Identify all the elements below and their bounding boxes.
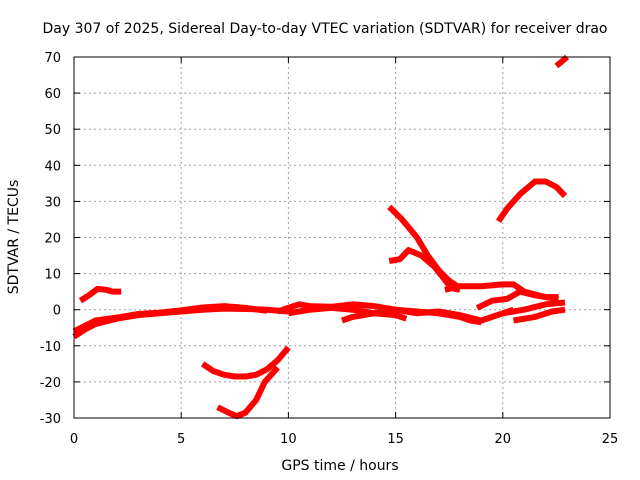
y-tick-label: 20 (44, 232, 61, 247)
y-tick-label: 40 (44, 159, 61, 174)
x-axis-label: GPS time / hours (281, 458, 398, 474)
series-line-arc-9 (387, 204, 462, 291)
x-tick-label: 20 (495, 432, 512, 447)
series-line-arc-7 (287, 304, 408, 322)
y-tick-label: -30 (40, 412, 61, 427)
series-line-arc-5 (216, 365, 280, 420)
chart-title: Day 307 of 2025, Sidereal Day-to-day VTE… (42, 21, 607, 37)
x-tick-label: 25 (602, 432, 619, 447)
x-tick-label: 10 (280, 432, 297, 447)
series-line-arc-14 (502, 299, 566, 317)
series-line-arc-13 (496, 178, 568, 223)
y-axis-label: SDTVAR / TECUs (6, 180, 22, 295)
series-line-arc-16 (554, 54, 570, 69)
y-tick-label: -10 (40, 340, 61, 355)
series-group (72, 54, 570, 420)
series-line-arc-8 (341, 306, 515, 324)
series-line-arc-3 (72, 303, 268, 335)
series-line-arc-4 (200, 345, 291, 380)
grid-lines (74, 57, 610, 418)
x-tick-label: 15 (387, 432, 404, 447)
y-tick-label: -20 (40, 376, 61, 391)
series-line-arc-15 (513, 306, 566, 324)
x-tick-label: 5 (177, 432, 185, 447)
y-tick-label: 10 (44, 268, 61, 283)
series-line-arc-10 (388, 247, 461, 293)
y-tick-label: 60 (44, 87, 61, 102)
y-tick-label: 50 (44, 123, 61, 138)
series-line-arc-2 (78, 285, 122, 304)
y-tick-label: 30 (44, 195, 61, 210)
x-tick-label: 0 (70, 432, 78, 447)
axis-ticks: 0 5 10 15 20 25 -30 -20 -10 0 10 20 30 40 50 60 70 (40, 51, 619, 447)
y-tick-label: 0 (53, 304, 61, 319)
y-tick-label: 70 (44, 51, 61, 66)
series-line-arc-12 (475, 288, 559, 311)
